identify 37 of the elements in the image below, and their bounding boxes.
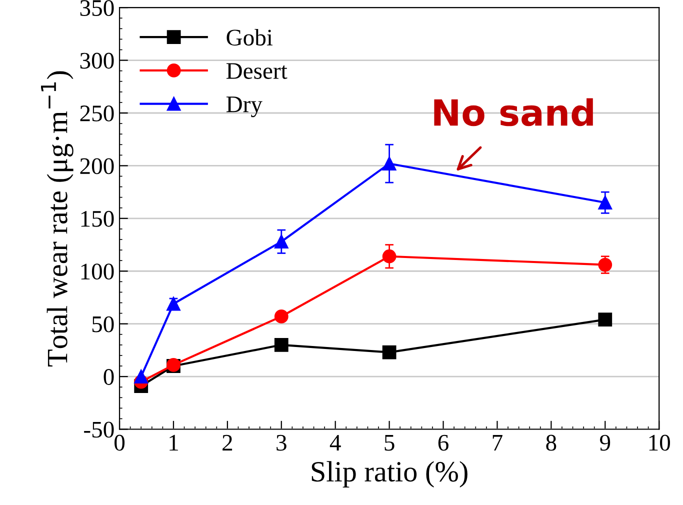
x-tick-label: 6 <box>438 434 448 451</box>
point <box>274 234 288 249</box>
legend-label: Gobi <box>226 28 273 46</box>
point <box>274 310 288 324</box>
x-tick-label: 9 <box>600 434 610 451</box>
x-tick-label: 8 <box>546 434 556 451</box>
y-axis-title: Total wear rate (μg·m$^{−1}$) <box>41 71 74 366</box>
legend-label: Dry <box>226 96 262 118</box>
x-axis-title: Slip ratio (%) <box>312 461 468 488</box>
point <box>598 196 612 210</box>
point <box>134 370 148 384</box>
y-tick-label: 50 <box>92 316 114 332</box>
x-tick-label: 7 <box>492 435 502 450</box>
point <box>598 312 612 327</box>
y-tick-label: 350 <box>80 0 114 16</box>
point <box>382 345 396 360</box>
x-tick-label: 2 <box>222 434 232 450</box>
y-tick-label: 250 <box>80 105 114 122</box>
point <box>166 296 180 311</box>
x-tick-label: 10 <box>649 434 670 451</box>
legend-label: Desert <box>226 63 288 79</box>
y-tick-label: -50 <box>84 422 114 438</box>
point <box>382 249 396 264</box>
y-tick-label: 100 <box>81 264 114 280</box>
x-tick-label: 5 <box>384 435 394 451</box>
x-tick-label: 3 <box>276 434 286 451</box>
y-tick-label: 300 <box>80 52 114 69</box>
point <box>274 338 288 352</box>
x-tick-label: 0 <box>114 434 125 451</box>
y-tick-label: 200 <box>80 158 114 174</box>
point <box>598 258 612 272</box>
y-tick-label: 150 <box>81 210 114 227</box>
point <box>382 156 396 171</box>
annotation: No sand <box>434 98 593 126</box>
x-tick-label: 1 <box>170 434 178 450</box>
y-tick-label: 0 <box>104 369 114 385</box>
x-tick-label: 4 <box>330 434 341 450</box>
